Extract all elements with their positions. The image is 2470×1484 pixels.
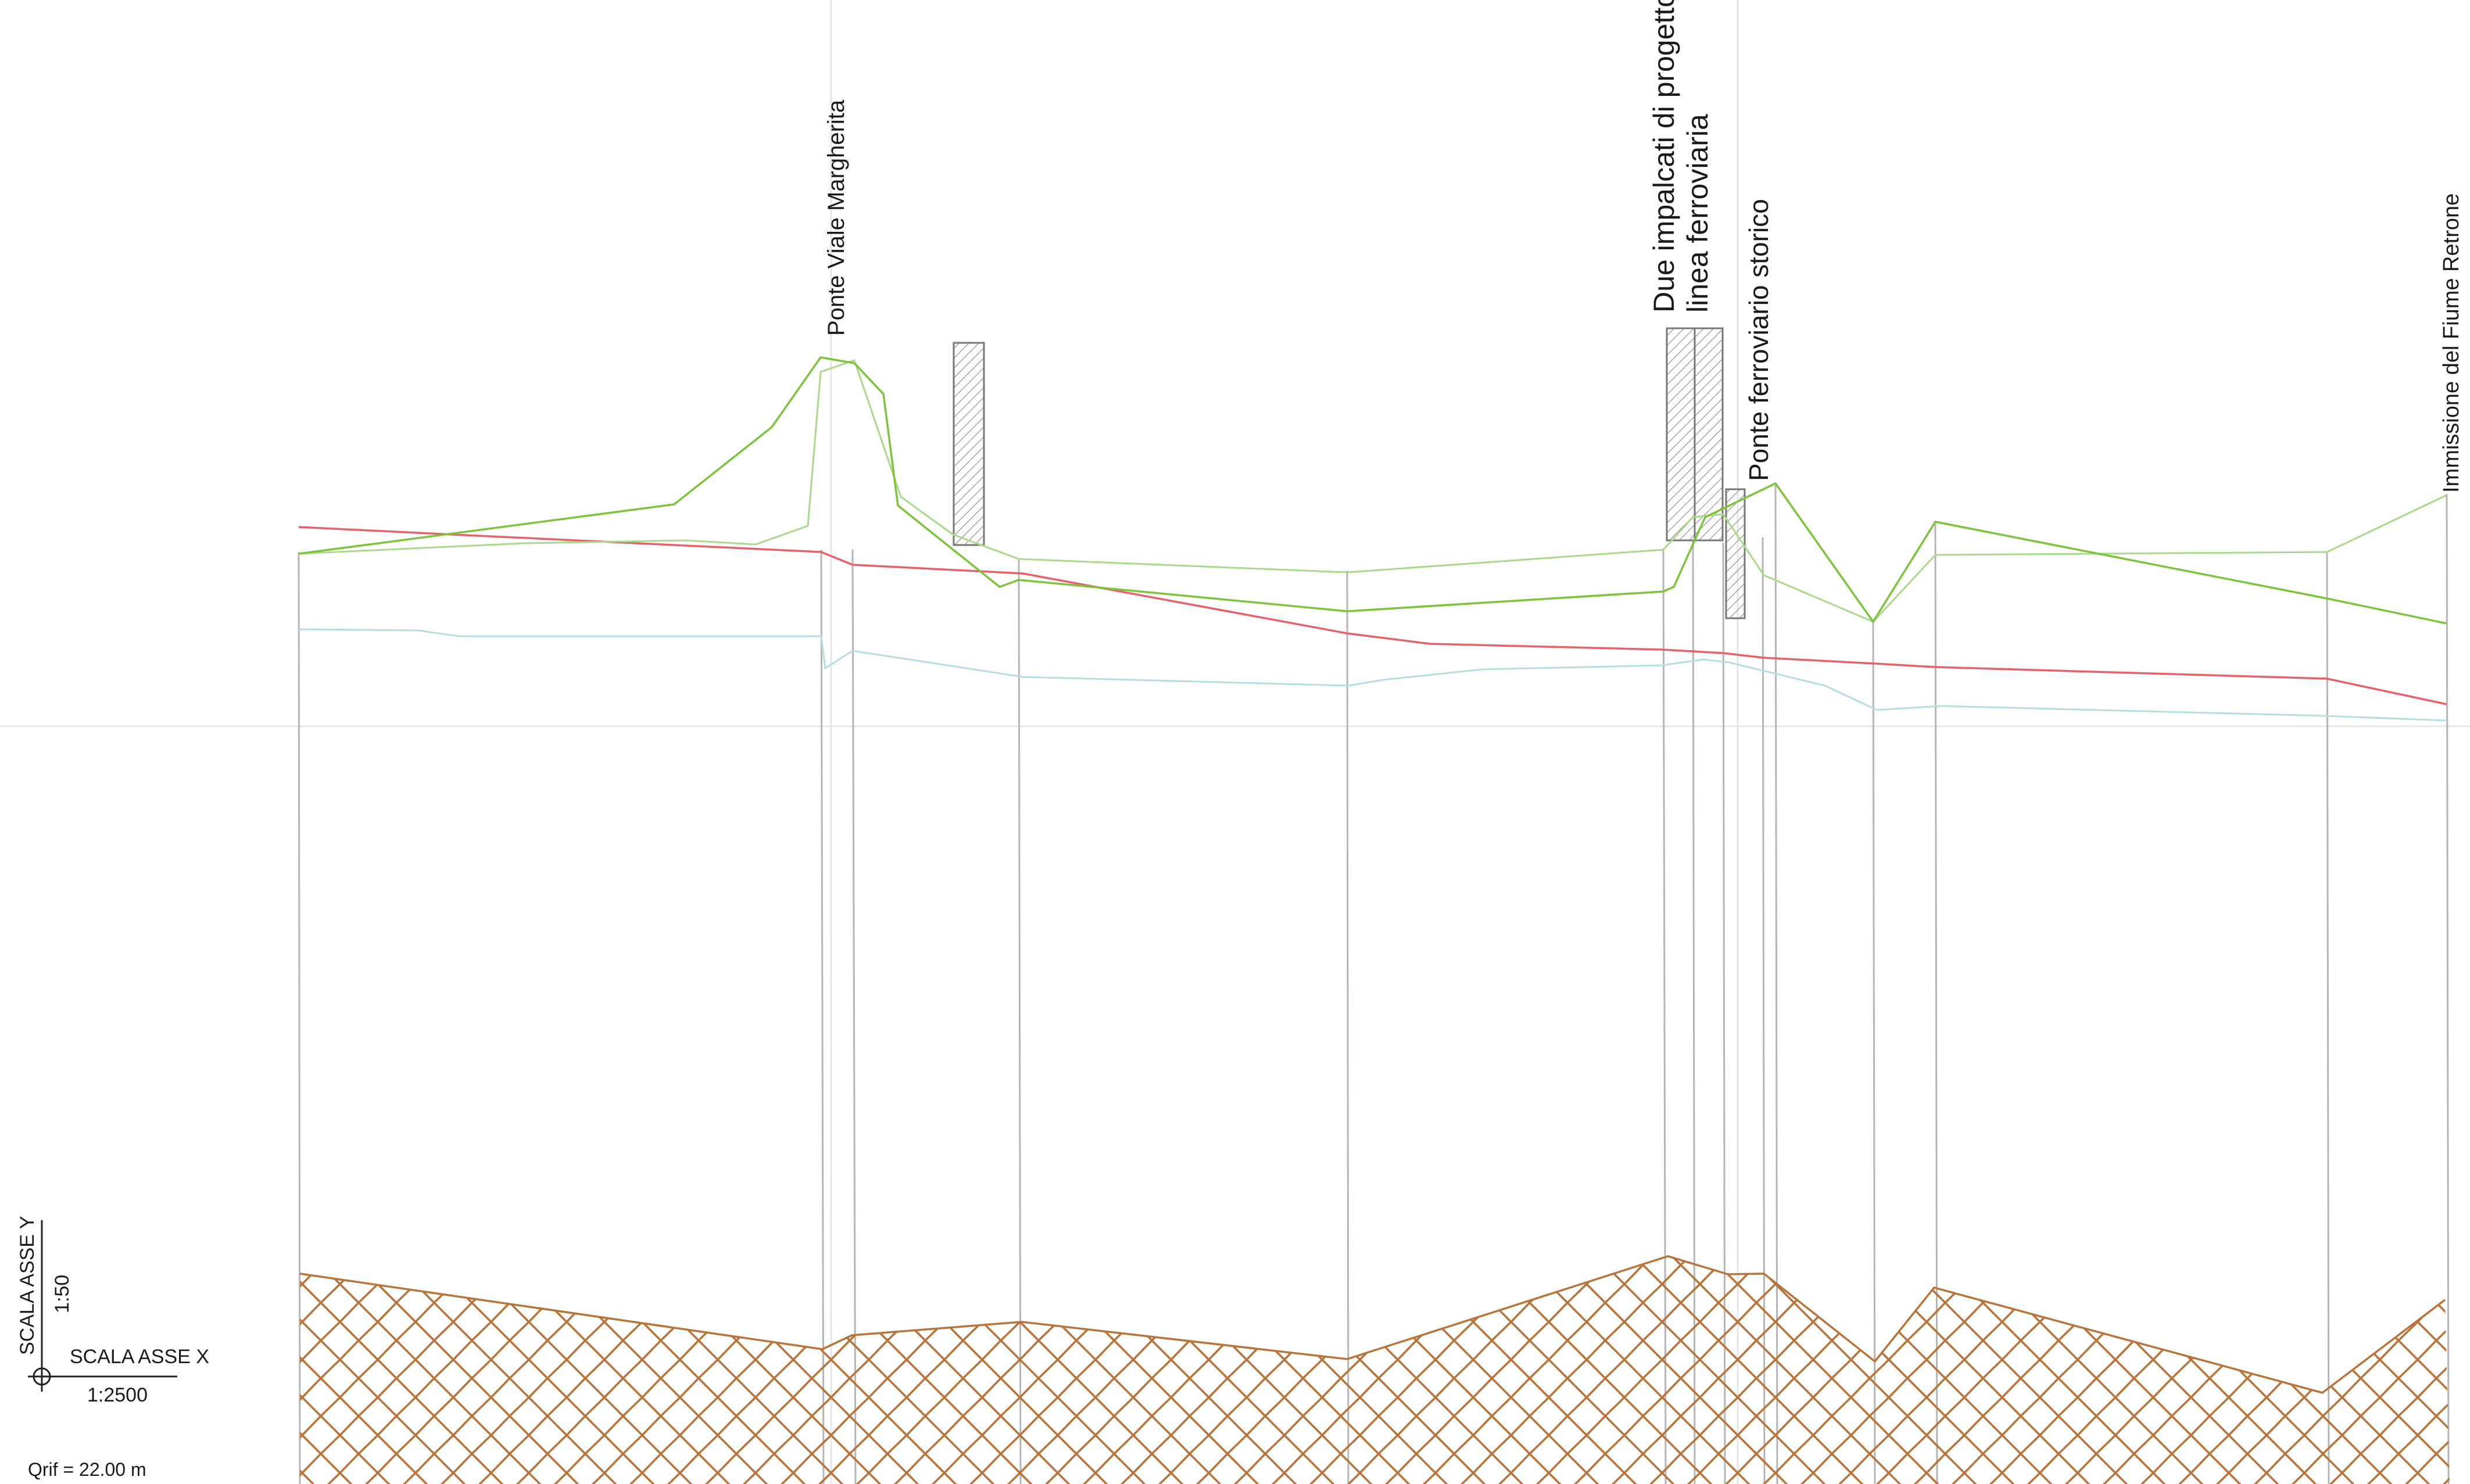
label-linea-ferroviaria: linea ferroviaria (1681, 114, 1714, 313)
soil-line (299, 1255, 2446, 1394)
scale-x-label: SCALA ASSE X (70, 1346, 209, 1368)
bank-line-light (298, 359, 2447, 623)
scale-x-value: 1:2500 (87, 1384, 148, 1406)
scale-y-value: 1:50 (51, 1275, 73, 1313)
structure-labels: Ponte Viale Margherita Due impalcati di … (824, 0, 2464, 493)
deck-impalcato-2 (1694, 327, 1724, 542)
label-ponte-ferroviario-storico: Ponte ferroviario storico (1744, 199, 1774, 481)
scale-legend: SCALA ASSE Y 1:50 SCALA ASSE X 1:2500 Qr… (16, 1216, 209, 1480)
scale-origin-icon (33, 1367, 51, 1386)
soil-hatch (299, 1255, 2450, 1484)
qrif-label: Qrif = 22.00 m (28, 1459, 146, 1480)
label-due-impalcati: Due impalcati di progetto (1648, 0, 1680, 313)
bank-line (298, 356, 2447, 625)
riverbed-light-line (298, 628, 2447, 722)
deck-ponte-ferroviario-storico (1725, 488, 1746, 619)
scale-y-label: SCALA ASSE Y (16, 1216, 38, 1355)
label-ponte-viale-margherita: Ponte Viale Margherita (824, 99, 849, 336)
water-level-line (298, 526, 2447, 705)
label-immissione-fiume-retrone: Immissione del Fiume Retrone (2439, 193, 2464, 493)
deck-ponte-viale-margherita (953, 342, 985, 546)
deck-impalcato-1 (1666, 327, 1696, 542)
bridge-decks (953, 327, 1746, 619)
